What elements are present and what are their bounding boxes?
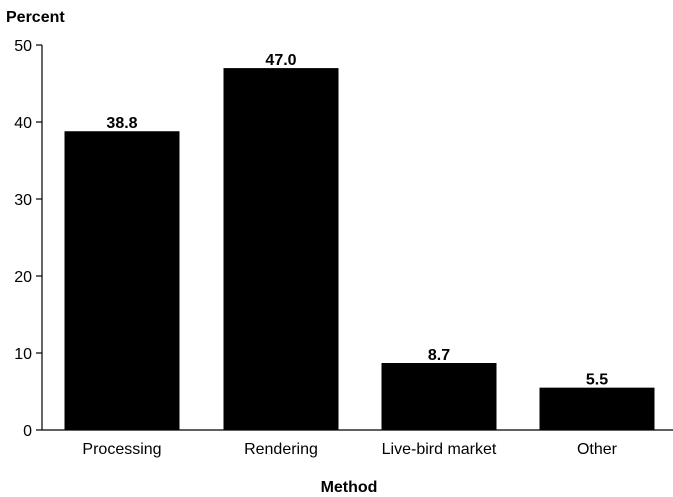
bars-group: 38.8 47.0 8.7 5.5 — [64, 52, 655, 431]
y-tick-label: 30 — [14, 192, 32, 209]
x-tick-label: Live-bird market — [382, 441, 497, 458]
bar — [381, 363, 497, 430]
data-label: 8.7 — [428, 347, 450, 364]
bar — [223, 68, 339, 430]
x-tick-label: Processing — [82, 441, 161, 458]
bar — [64, 131, 180, 431]
y-axis-ticks: 0 10 20 30 40 50 — [14, 38, 42, 440]
data-label: 38.8 — [106, 115, 137, 132]
y-tick-label: 20 — [14, 269, 32, 286]
data-label: 47.0 — [265, 52, 296, 69]
x-axis-tick-labels: Processing Rendering Live-bird market Other — [82, 441, 617, 458]
y-tick-label: 40 — [14, 115, 32, 132]
data-label: 5.5 — [586, 372, 608, 389]
y-tick-label: 10 — [14, 346, 32, 363]
x-tick-label: Other — [577, 441, 618, 458]
bar — [539, 387, 655, 430]
x-tick-label: Rendering — [244, 441, 318, 458]
y-axis-title: Percent — [6, 9, 65, 26]
y-tick-label: 0 — [23, 423, 32, 440]
y-tick-label: 50 — [14, 38, 32, 55]
x-axis-title: Method — [321, 479, 378, 496]
